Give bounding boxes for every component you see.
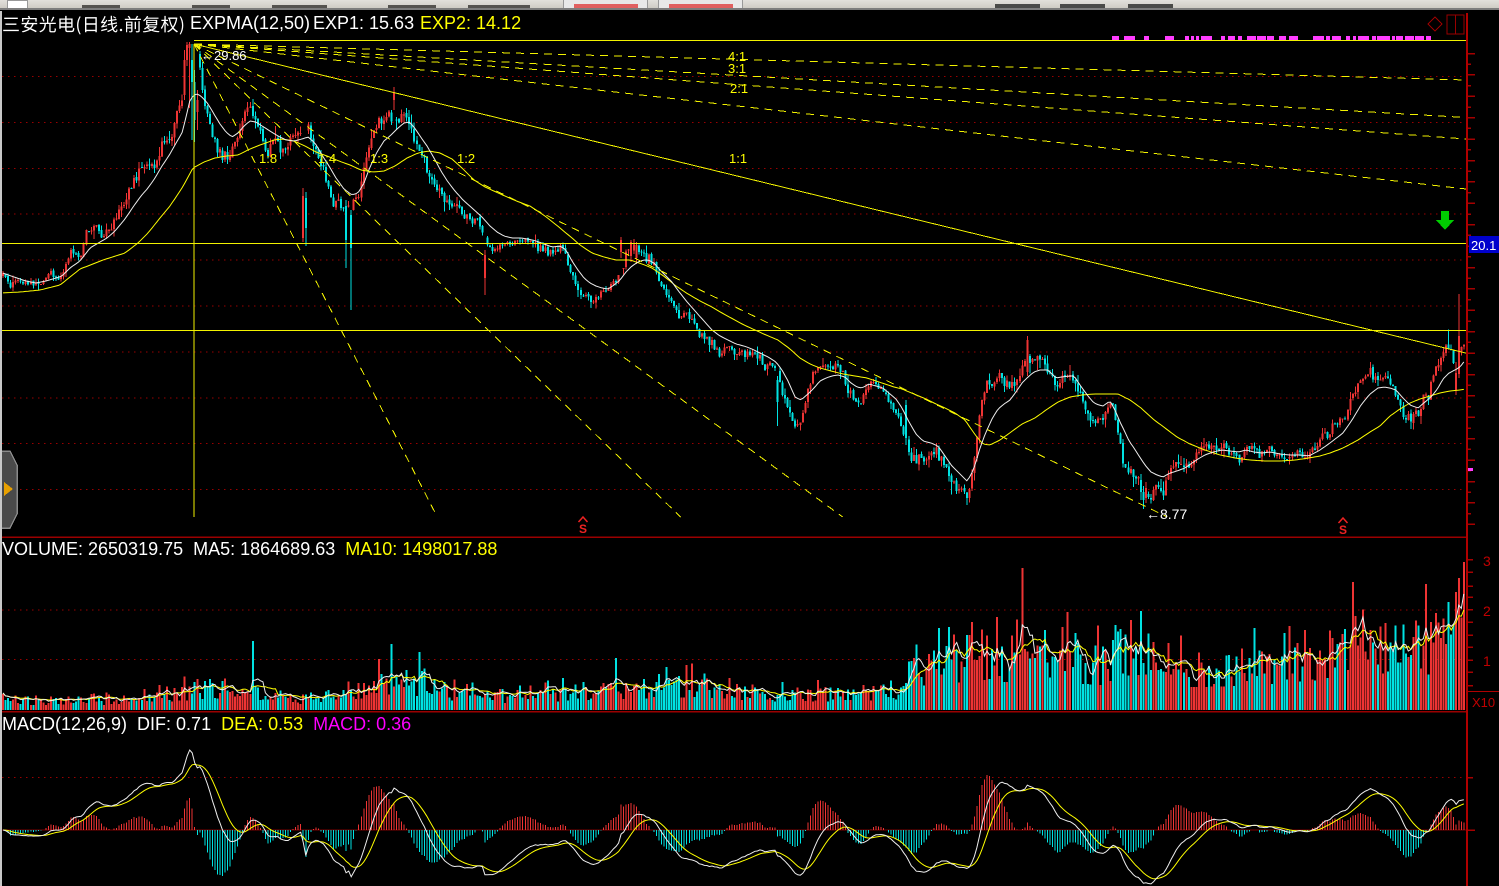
svg-text:4:1: 4:1 (728, 49, 746, 64)
svg-text:2: 2 (1483, 603, 1491, 619)
svg-text:S: S (1339, 523, 1347, 537)
svg-text:S: S (579, 522, 587, 536)
svg-text:1:2: 1:2 (457, 151, 475, 166)
svg-text:3: 3 (1483, 553, 1491, 569)
svg-text:1: 1 (1483, 653, 1491, 669)
svg-text:3:1: 3:1 (728, 61, 746, 76)
svg-text:2:1: 2:1 (730, 81, 748, 96)
svg-text:1:8: 1:8 (259, 151, 277, 166)
svg-text:20.1: 20.1 (1471, 238, 1496, 253)
svg-text:←29.86: ←29.86 (201, 48, 247, 63)
svg-text:1:3: 1:3 (370, 151, 388, 166)
svg-text:1:1: 1:1 (729, 151, 747, 166)
svg-text:1:4: 1:4 (318, 151, 336, 166)
svg-text:←8.77: ←8.77 (1146, 506, 1187, 522)
svg-text:X10: X10 (1472, 695, 1495, 710)
